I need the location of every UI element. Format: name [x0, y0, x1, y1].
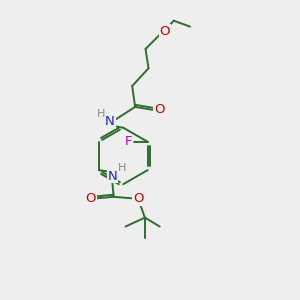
- Text: F: F: [124, 135, 132, 148]
- Text: O: O: [154, 103, 165, 116]
- Text: O: O: [85, 192, 96, 205]
- Text: N: N: [105, 115, 115, 128]
- Text: H: H: [97, 109, 105, 119]
- Text: N: N: [107, 169, 117, 182]
- Text: O: O: [133, 192, 143, 205]
- Text: O: O: [160, 25, 170, 38]
- Text: H: H: [118, 163, 126, 173]
